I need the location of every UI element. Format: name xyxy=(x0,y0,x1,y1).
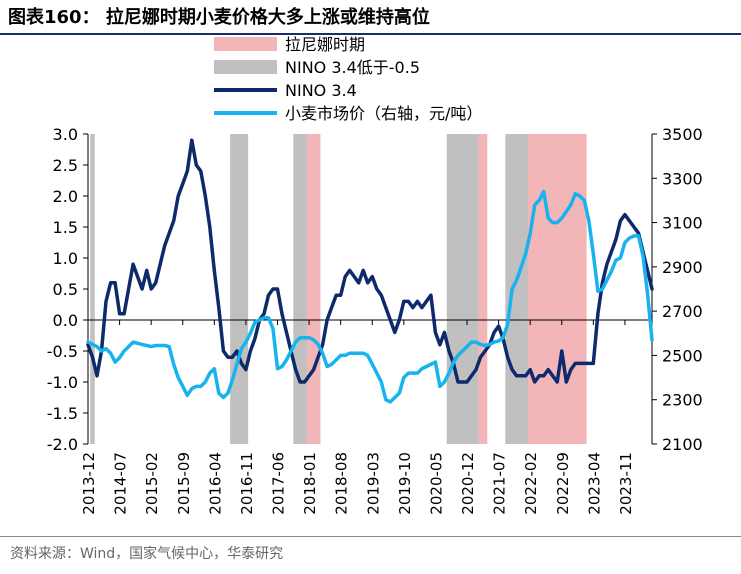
legend-label-3: 小麦市场价（右轴，元/吨） xyxy=(285,104,482,123)
x-tick-label-3: 2015-09 xyxy=(175,452,193,515)
chart-series xyxy=(86,138,654,404)
right-tick-label-0: 2100 xyxy=(662,435,703,454)
x-tick-label-12: 2020-12 xyxy=(459,452,477,515)
x-tick-label-1: 2014-07 xyxy=(112,452,130,515)
legend-label-2: NINO 3.4 xyxy=(285,81,357,100)
left-tick-label-7: 1.5 xyxy=(53,218,78,237)
chart-legend: 拉尼娜时期 NINO 3.4低于-0.5 NINO 3.4 小麦市场价（右轴，元/吨） xyxy=(214,35,482,123)
chart-axes: -2.0 -1.5 -1.0 -0.5 0.0 0.5 1.0 1.5 2.0 2.5 3.0 210… xyxy=(47,125,703,515)
x-tick-label-8: 2018-08 xyxy=(333,452,351,515)
title-underline xyxy=(0,33,741,35)
x-tick-label-15: 2022-09 xyxy=(554,452,572,515)
la-nina-band-1 xyxy=(478,134,488,444)
wheat-price-line xyxy=(86,189,654,404)
right-tick-label-6: 3300 xyxy=(662,169,703,188)
legend-swatch-0 xyxy=(214,37,277,51)
nino-low-band-3 xyxy=(446,134,483,444)
x-tick-label-13: 2021-07 xyxy=(491,452,509,515)
left-tick-label-4: 0.0 xyxy=(53,311,78,330)
left-tick-label-10: 3.0 xyxy=(53,125,78,144)
left-tick-label-0: -2.0 xyxy=(47,435,78,454)
x-tick-label-5: 2016-11 xyxy=(238,452,256,515)
x-tick-label-4: 2016-04 xyxy=(206,452,224,515)
left-tick-label-9: 2.5 xyxy=(53,156,78,175)
right-tick-label-3: 2700 xyxy=(662,302,703,321)
x-tick-label-6: 2017-06 xyxy=(270,452,288,515)
right-tick-label-2: 2500 xyxy=(662,346,703,365)
x-tick-label-9: 2019-03 xyxy=(364,452,382,515)
right-tick-label-7: 3500 xyxy=(662,125,703,144)
la-nina-band-2 xyxy=(527,134,587,444)
source-divider xyxy=(0,536,741,537)
nino-low-band-1 xyxy=(230,134,249,444)
left-tick-label-3: -0.5 xyxy=(47,342,78,361)
x-tick-label-16: 2023-04 xyxy=(585,452,603,515)
nino34-line xyxy=(86,138,654,384)
right-tick-label-1: 2300 xyxy=(662,391,703,410)
left-tick-label-6: 1.0 xyxy=(53,249,78,268)
left-tick-label-5: 0.5 xyxy=(53,280,78,299)
legend-swatch-1 xyxy=(214,60,277,74)
figure-title-bar: 图表160： 拉尼娜时期小麦价格大多上涨或维持高位 xyxy=(0,0,741,35)
nino-low-band-0 xyxy=(90,134,95,444)
right-tick-label-5: 3100 xyxy=(662,214,703,233)
x-tick-label-17: 2023-11 xyxy=(617,452,635,515)
x-tick-label-10: 2019-10 xyxy=(396,452,414,515)
legend-label-1: NINO 3.4低于-0.5 xyxy=(285,58,420,77)
shaded-period-bands xyxy=(90,134,587,444)
x-tick-label-0: 2013-12 xyxy=(80,452,98,515)
x-tick-label-7: 2018-01 xyxy=(301,452,319,515)
legend-label-0: 拉尼娜时期 xyxy=(285,35,365,54)
left-tick-label-1: -1.5 xyxy=(47,404,78,423)
x-tick-label-11: 2020-05 xyxy=(427,452,445,515)
x-tick-label-2: 2015-02 xyxy=(143,452,161,515)
la-nina-band-0 xyxy=(306,134,321,444)
x-tick-label-14: 2022-02 xyxy=(522,452,540,515)
left-tick-label-8: 2.0 xyxy=(53,187,78,206)
figure-title: 图表160： 拉尼娜时期小麦价格大多上涨或维持高位 xyxy=(8,7,430,28)
left-tick-label-2: -1.0 xyxy=(47,373,78,392)
figure-source: 资料来源：Wind，国家气候中心，华泰研究 xyxy=(10,546,284,562)
right-tick-label-4: 2900 xyxy=(662,258,703,277)
